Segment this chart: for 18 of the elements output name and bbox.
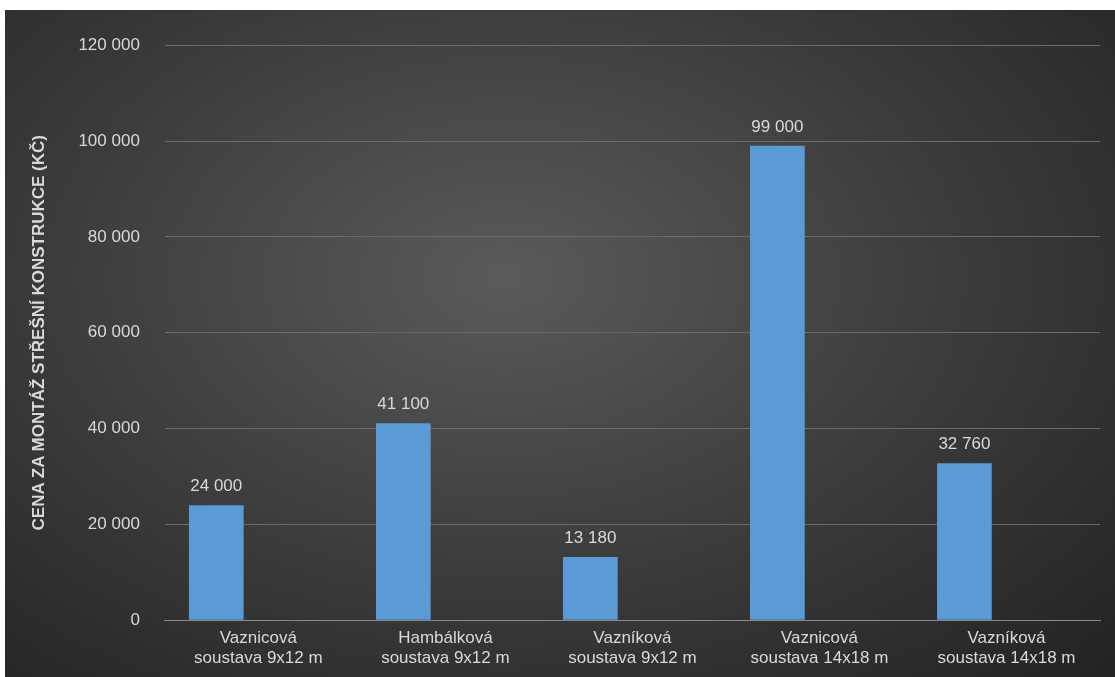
y-axis-title: CENA ZA MONTÁŽ STŘEŠNÍ KONSTRUKCE (KČ) [28,135,48,531]
x-tick-label: Hambálková soustava 9x12 m [381,628,510,668]
y-tick-label: 60 000 [87,322,140,342]
x-tick-label: Vaznicová soustava 9x12 m [194,628,323,668]
data-label: 24 000 [190,476,243,496]
y-tick-label: 20 000 [87,514,140,534]
data-label: 41 100 [377,394,430,414]
x-tick-label: Vazníková soustava 14x18 m [937,628,1076,668]
data-label: 99 000 [751,117,804,137]
x-tick-label: Vazníková soustava 9x12 m [568,628,697,668]
y-tick-label: 0 [130,609,140,629]
y-tick-label: 80 000 [87,226,140,246]
y-tick-label: 40 000 [87,418,140,438]
data-label: 32 760 [938,434,991,454]
data-label: 13 180 [564,528,617,548]
x-tick-label: Vaznicová soustava 14x18 m [750,628,889,668]
y-tick-label: 100 000 [78,130,140,150]
y-tick-label: 120 000 [78,34,140,54]
